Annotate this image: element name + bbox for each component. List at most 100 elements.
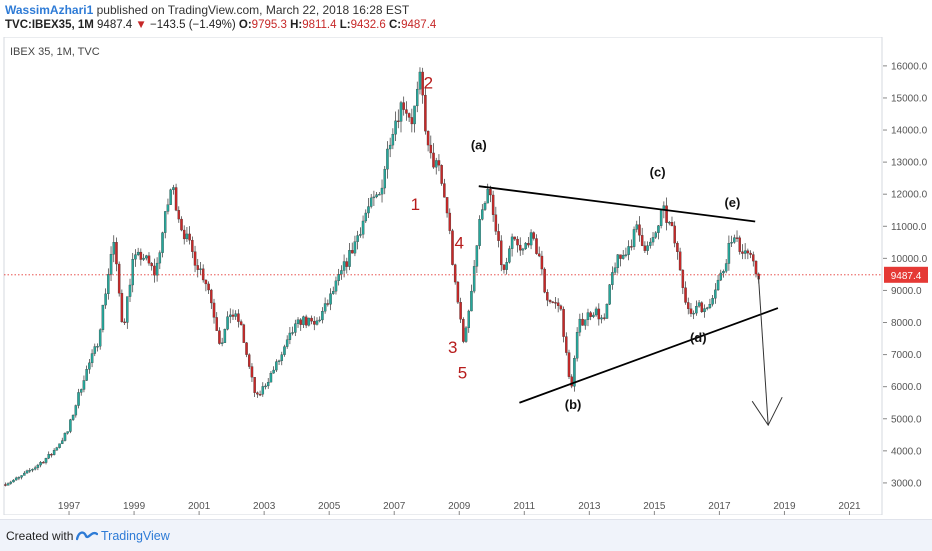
tradingview-brand-link[interactable]: TradingView — [101, 529, 170, 543]
candle-body — [513, 236, 517, 240]
candle-body — [237, 313, 240, 322]
candle-body — [486, 189, 489, 204]
candle-body — [467, 310, 470, 329]
candle-body — [12, 479, 15, 483]
change-value: −143.5 (−1.49%) — [150, 19, 236, 31]
candle-body — [592, 314, 595, 317]
candle-body — [722, 271, 725, 274]
candle-body — [613, 267, 617, 273]
candle-body — [66, 431, 69, 434]
x-tick-label: 2013 — [578, 501, 601, 512]
y-tick-label: 9000.0 — [891, 286, 922, 297]
x-tick-label: 2007 — [383, 501, 406, 512]
candle-body — [256, 392, 259, 395]
candle-body — [494, 214, 498, 232]
candle-body — [410, 117, 414, 125]
candle-body — [407, 113, 411, 118]
candle-body — [348, 250, 351, 267]
high-label: H: — [290, 19, 303, 31]
candle-body — [489, 189, 492, 196]
candle-body — [689, 308, 693, 314]
x-tick-label: 2021 — [838, 501, 861, 512]
wave-label-black: (a) — [471, 137, 487, 152]
symbol-label: TVC:IBEX35, 1M — [5, 19, 94, 31]
candle-body — [280, 354, 284, 361]
y-tick-label: 12000.0 — [891, 190, 928, 201]
author-link[interactable]: WassimAzhari1 — [5, 3, 94, 17]
candle-body — [646, 245, 649, 251]
candle-body — [505, 262, 508, 270]
candle-body — [204, 279, 208, 285]
candle-body — [153, 265, 156, 276]
candle-body — [527, 242, 530, 246]
candle-body — [174, 187, 178, 211]
annotations-layer: 9487.4 2 1 4 35 (a) (c) (e) (b) (d) — [4, 73, 928, 427]
candle-body — [361, 220, 365, 235]
candle-body — [277, 360, 281, 362]
tradingview-logo-icon[interactable] — [76, 528, 98, 542]
candle-body — [543, 268, 546, 293]
candle-body — [359, 234, 362, 236]
candle-body — [743, 250, 747, 254]
low-value: 9432.6 — [350, 19, 386, 31]
candle-body — [394, 120, 397, 135]
candle-body — [413, 105, 416, 125]
candle-body — [172, 187, 175, 190]
candle-body — [475, 245, 479, 267]
candle-body — [733, 237, 736, 243]
high-value: 9811.4 — [302, 19, 337, 31]
candle-body — [326, 303, 330, 305]
x-tick-label: 2011 — [514, 501, 536, 512]
candle-body — [521, 248, 525, 251]
candle-body — [96, 346, 99, 348]
candle-body — [14, 477, 18, 481]
candle-body — [668, 221, 671, 224]
candle-body — [752, 254, 755, 262]
candle-body — [142, 257, 145, 260]
candle-body — [321, 311, 324, 321]
candle-body — [754, 260, 758, 275]
candle-body — [630, 246, 633, 248]
candles-layer — [4, 67, 760, 487]
candle-body — [472, 266, 476, 292]
candle-body — [285, 339, 289, 347]
candle-body — [350, 250, 354, 254]
candle-body — [242, 324, 246, 343]
candle-body — [304, 316, 308, 326]
candle-body — [182, 229, 186, 240]
candle-body — [416, 88, 419, 107]
candle-body — [337, 274, 340, 282]
wave-label-red: 1 — [411, 195, 420, 214]
candle-body — [193, 251, 197, 266]
y-tick-label: 4000.0 — [891, 446, 922, 457]
candle-body — [155, 262, 159, 276]
candle-body — [581, 318, 584, 326]
candle-body — [79, 389, 83, 393]
y-tick-label: 5000.0 — [891, 414, 922, 425]
candle-body — [686, 302, 690, 309]
trendline-lower — [519, 307, 779, 404]
candle-body — [199, 268, 202, 270]
candle-body — [405, 109, 408, 114]
price-chart[interactable]: IBEX 35, 1M, TVC 3000.0 4000.0 5000.0 6000.… — [0, 37, 932, 515]
x-tick-label: 1999 — [123, 501, 146, 512]
candle-body — [158, 252, 162, 264]
candle-body — [510, 236, 514, 249]
candle-body — [93, 346, 97, 354]
chart-frame[interactable]: IBEX 35, 1M, TVC 3000.0 4000.0 5000.0 6000.… — [0, 37, 932, 515]
candle-body — [708, 304, 712, 308]
candle-body — [299, 319, 302, 325]
candle-body — [145, 255, 148, 259]
candle-body — [315, 320, 319, 325]
candle-body — [126, 296, 129, 323]
candle-body — [627, 246, 630, 255]
candle-body — [247, 354, 251, 367]
candle-body — [502, 264, 506, 270]
candle-body — [163, 211, 167, 233]
y-tick-label: 15000.0 — [891, 93, 928, 104]
y-tick-label: 16000.0 — [891, 61, 928, 72]
open-label: O: — [238, 19, 252, 31]
candle-body — [602, 317, 606, 319]
candle-body — [445, 197, 449, 214]
candle-body — [692, 312, 695, 315]
